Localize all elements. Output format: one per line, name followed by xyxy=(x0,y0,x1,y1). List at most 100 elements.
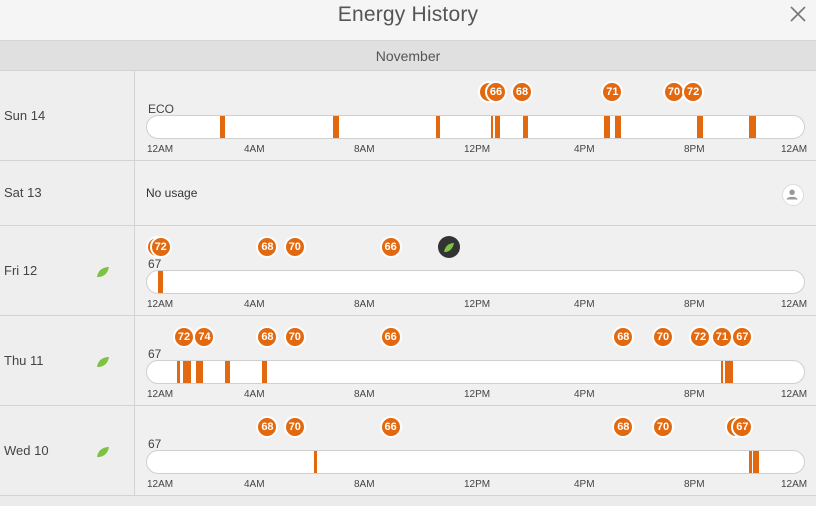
time-tick-label: 8PM xyxy=(684,299,705,310)
heating-segment xyxy=(333,116,339,138)
setpoint-bubble[interactable]: 70 xyxy=(652,326,675,348)
day-label: Wed 10 xyxy=(4,443,49,458)
day-timeline[interactable]: 67 12AM 4AM 8AM 12PM 4PM 8PM 12AM 72 74 68 70 66 68 70… xyxy=(135,316,816,405)
time-tick-label: 8AM xyxy=(354,299,375,310)
day-row[interactable]: Wed 10 67 12AM 4AM 8AM 12PM 4PM 8PM 12AM 68 70 66 68… xyxy=(0,406,816,496)
day-row[interactable]: Fri 12 67 12AM 4AM 8AM 12PM 4PM 8PM 12AM 72 68 70 66 xyxy=(0,226,816,316)
heating-segment xyxy=(494,116,501,138)
day-timeline[interactable]: 67 12AM 4AM 8AM 12PM 4PM 8PM 12AM 68 70 66 68 70 67 xyxy=(135,406,816,495)
time-tick-label: 12PM xyxy=(464,389,491,400)
time-tick-label: 8PM xyxy=(684,479,705,490)
heating-segment xyxy=(182,361,191,383)
time-tick-label: 12AM xyxy=(781,144,808,155)
setpoint-bubble[interactable]: 71 xyxy=(601,81,624,103)
time-tick-label: 8PM xyxy=(684,144,705,155)
setpoint-bubble[interactable]: 71 xyxy=(710,326,733,348)
heating-segment xyxy=(490,116,493,138)
day-row[interactable]: Sat 13 No usage xyxy=(0,161,816,226)
day-column: Wed 10 xyxy=(0,406,135,495)
day-label: Sat 13 xyxy=(4,185,42,200)
time-tick-label: 12AM xyxy=(781,479,808,490)
time-tick-label: 4PM xyxy=(574,389,595,400)
heating-segment xyxy=(435,116,440,138)
setpoint-bubble[interactable]: 68 xyxy=(256,326,279,348)
time-tick-label: 12PM xyxy=(464,299,491,310)
time-axis: 12AM 4AM 8AM 12PM 4PM 8PM 12AM xyxy=(135,299,816,311)
heating-segment xyxy=(219,116,225,138)
heating-segment xyxy=(523,116,528,138)
starting-temperature: 67 xyxy=(148,347,162,361)
usage-bar[interactable] xyxy=(146,450,805,474)
heating-segment xyxy=(749,116,757,138)
time-axis: 12AM 4AM 8AM 12PM 4PM 8PM 12AM xyxy=(135,479,816,491)
setpoint-bubble[interactable]: 74 xyxy=(193,326,216,348)
leaf-icon xyxy=(97,447,109,457)
heating-segment xyxy=(604,116,610,138)
setpoint-bubble[interactable]: 66 xyxy=(379,326,402,348)
setpoint-bubble[interactable]: 66 xyxy=(485,81,508,103)
usage-bar[interactable] xyxy=(146,270,805,294)
leaf-icon xyxy=(444,243,455,252)
starting-temperature: 67 xyxy=(148,437,162,451)
setpoint-bubble[interactable]: 68 xyxy=(511,81,534,103)
day-timeline[interactable]: 67 12AM 4AM 8AM 12PM 4PM 8PM 12AM 72 68 70 66 xyxy=(135,226,816,315)
setpoint-bubble[interactable]: 72 xyxy=(688,326,711,348)
setpoint-bubble[interactable]: 72 xyxy=(149,236,172,258)
setpoint-bubble[interactable]: 70 xyxy=(283,326,306,348)
heating-segment xyxy=(225,361,231,383)
time-tick-label: 4AM xyxy=(244,389,265,400)
day-column: Fri 12 xyxy=(0,226,135,315)
time-tick-label: 12AM xyxy=(781,389,808,400)
eco-mode-bubble[interactable] xyxy=(438,236,461,258)
time-tick-label: 12PM xyxy=(464,479,491,490)
close-icon[interactable] xyxy=(788,4,808,24)
setpoint-bubble[interactable]: 70 xyxy=(652,416,675,438)
day-row[interactable]: Sun 14 ECO 12AM 4AM 8AM 12PM 4PM 8PM 12AM 66 68 71 7… xyxy=(0,71,816,161)
time-axis: 12AM 4AM 8AM 12PM 4PM 8PM 12AM xyxy=(135,389,816,401)
day-column: Sat 13 xyxy=(0,161,135,225)
day-label: Thu 11 xyxy=(4,353,44,368)
setpoint-bubble[interactable]: 67 xyxy=(731,326,754,348)
heating-segment xyxy=(177,361,180,383)
heating-segment xyxy=(313,451,317,473)
heating-segment xyxy=(261,361,268,383)
setpoint-bubble[interactable]: 68 xyxy=(612,326,635,348)
day-label: Fri 12 xyxy=(4,263,38,278)
time-tick-label: 4PM xyxy=(574,479,595,490)
leaf-icon xyxy=(97,267,109,277)
heating-segment xyxy=(753,451,759,473)
setpoint-bubble[interactable]: 70 xyxy=(283,416,306,438)
dialog-title: Energy History xyxy=(337,3,479,26)
day-row[interactable]: Thu 11 67 12AM 4AM 8AM 12PM 4PM 8PM 12AM 72 74 68 70… xyxy=(0,316,816,406)
time-tick-label: 12AM xyxy=(781,299,808,310)
day-timeline[interactable]: ECO 12AM 4AM 8AM 12PM 4PM 8PM 12AM 66 68 71 70 72 xyxy=(135,71,816,160)
setpoint-bubble[interactable]: 66 xyxy=(379,416,402,438)
time-tick-label: 8PM xyxy=(684,389,705,400)
usage-bar[interactable] xyxy=(146,360,805,384)
time-tick-label: 8AM xyxy=(354,389,375,400)
setpoint-bubble[interactable]: 67 xyxy=(731,416,754,438)
person-icon[interactable] xyxy=(782,184,804,206)
setpoint-bubble[interactable]: 72 xyxy=(682,81,705,103)
starting-temperature: 67 xyxy=(148,257,162,271)
day-timeline[interactable]: No usage xyxy=(135,161,816,225)
setpoint-bubble[interactable]: 68 xyxy=(256,236,279,258)
setpoint-bubble[interactable]: 68 xyxy=(612,416,635,438)
month-header: November xyxy=(0,40,816,71)
time-tick-label: 4AM xyxy=(244,299,265,310)
time-tick-label: 4AM xyxy=(244,144,265,155)
setpoint-bubble[interactable]: 66 xyxy=(379,236,402,258)
time-tick-label: 8AM xyxy=(354,479,375,490)
heating-segment xyxy=(157,271,164,293)
setpoint-bubble[interactable]: 70 xyxy=(283,236,306,258)
dialog-header: Energy History xyxy=(0,0,816,40)
time-tick-label: 12AM xyxy=(147,389,174,400)
setpoint-bubble[interactable]: 68 xyxy=(256,416,279,438)
heating-segment xyxy=(697,116,703,138)
time-tick-label: 4PM xyxy=(574,144,595,155)
heating-segment xyxy=(615,116,621,138)
time-tick-label: 12AM xyxy=(147,144,174,155)
usage-bar[interactable] xyxy=(146,115,805,139)
time-tick-label: 12AM xyxy=(147,299,174,310)
setpoint-bubble[interactable]: 72 xyxy=(172,326,195,348)
